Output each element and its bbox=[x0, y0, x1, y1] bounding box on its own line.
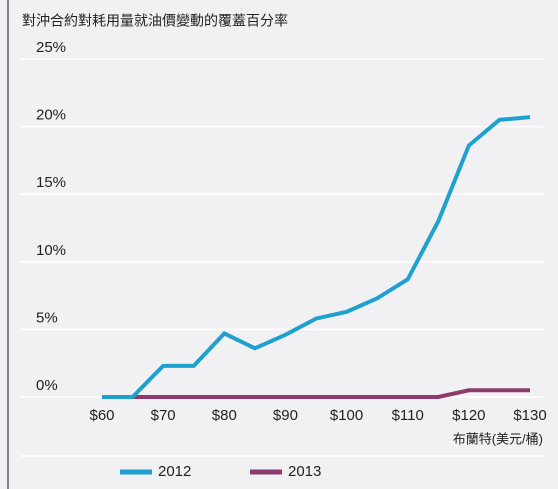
legend-label: 2012 bbox=[158, 463, 191, 480]
y-tick-label: 25% bbox=[36, 39, 66, 56]
y-tick-label: 15% bbox=[36, 174, 66, 191]
x-tick-label: $100 bbox=[330, 407, 363, 424]
x-tick-label: $130 bbox=[513, 407, 546, 424]
x-tick-label: $120 bbox=[452, 407, 485, 424]
x-tick-label: $110 bbox=[392, 407, 424, 424]
x-tick-label: $80 bbox=[212, 407, 237, 424]
y-tick-label: 5% bbox=[36, 309, 58, 326]
x-tick-label: $70 bbox=[151, 407, 176, 424]
legend-label: 2013 bbox=[288, 463, 321, 480]
x-tick-label: $90 bbox=[273, 407, 298, 424]
y-tick-label: 0% bbox=[36, 377, 58, 394]
y-tick-label: 20% bbox=[36, 107, 66, 124]
line-series bbox=[102, 115, 531, 399]
x-axis-label: 布蘭特(美元/桶) bbox=[453, 431, 543, 446]
line-series bbox=[132, 388, 530, 399]
x-tick-label: $60 bbox=[89, 407, 114, 424]
chart-title: 對沖合約對耗用量就油價變動的覆蓋百分率 bbox=[22, 13, 288, 29]
y-tick-label: 10% bbox=[36, 242, 66, 259]
